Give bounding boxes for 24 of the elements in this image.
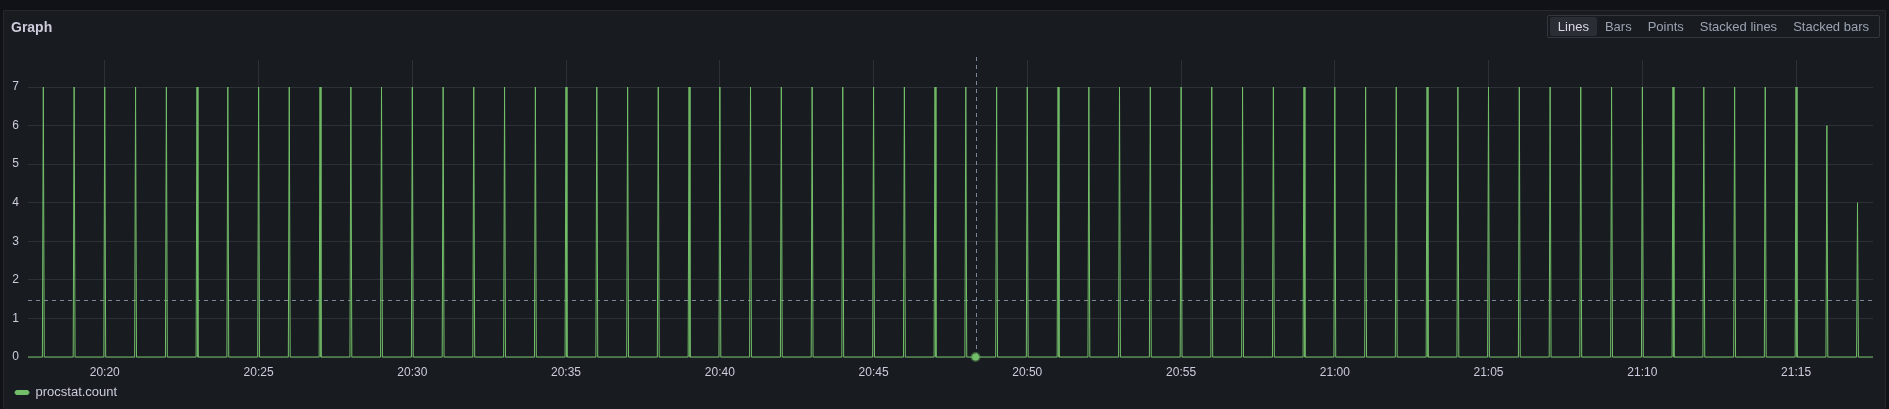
x-tick-label: 20:30 — [397, 364, 428, 379]
y-tick-label: 0 — [12, 349, 20, 364]
legend-label: procstat.count — [35, 384, 118, 400]
y-tick-label: 5 — [12, 156, 20, 171]
toggle-group: Lines Bars Points Stacked lines Stacked bars — [1546, 15, 1880, 38]
x-tick-label: 20:55 — [1166, 364, 1197, 379]
y-tick-label: 4 — [12, 195, 20, 210]
selected-button: Lines — [1549, 17, 1597, 36]
x-tick-label: 20:50 — [1012, 364, 1043, 379]
x-tick-label: 21:15 — [1781, 364, 1812, 379]
x-tick-label: 21:05 — [1473, 364, 1504, 379]
y-tick-label: 3 — [12, 233, 20, 248]
x-tick-label: 21:10 — [1627, 364, 1658, 379]
y-tick-label: 6 — [12, 117, 20, 132]
y-tick-label: 7 — [12, 79, 20, 94]
y-tick-label: 1 — [12, 310, 20, 325]
x-tick-label: 20:20 — [89, 364, 121, 379]
x-tick-label: 20:45 — [858, 364, 889, 379]
x-tick-label: 21:00 — [1319, 364, 1351, 379]
x-tick-label: 20:35 — [550, 364, 582, 379]
y-tick-label: 2 — [12, 272, 20, 287]
chart-title: Graph — [11, 19, 53, 35]
x-tick-label: 20:40 — [704, 364, 736, 379]
x-tick-label: 20:25 — [243, 364, 274, 379]
